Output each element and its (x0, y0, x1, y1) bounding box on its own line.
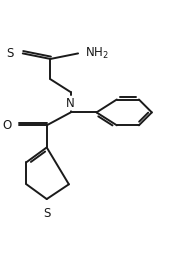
Text: S: S (6, 47, 14, 60)
Text: N: N (66, 97, 75, 110)
Text: S: S (6, 47, 14, 60)
Text: NH$_2$: NH$_2$ (85, 46, 109, 61)
Text: S: S (43, 207, 51, 220)
Text: O: O (2, 119, 12, 132)
Text: N: N (66, 97, 75, 110)
Text: NH$_2$: NH$_2$ (85, 46, 109, 61)
Text: O: O (2, 119, 12, 132)
Text: S: S (43, 207, 51, 220)
